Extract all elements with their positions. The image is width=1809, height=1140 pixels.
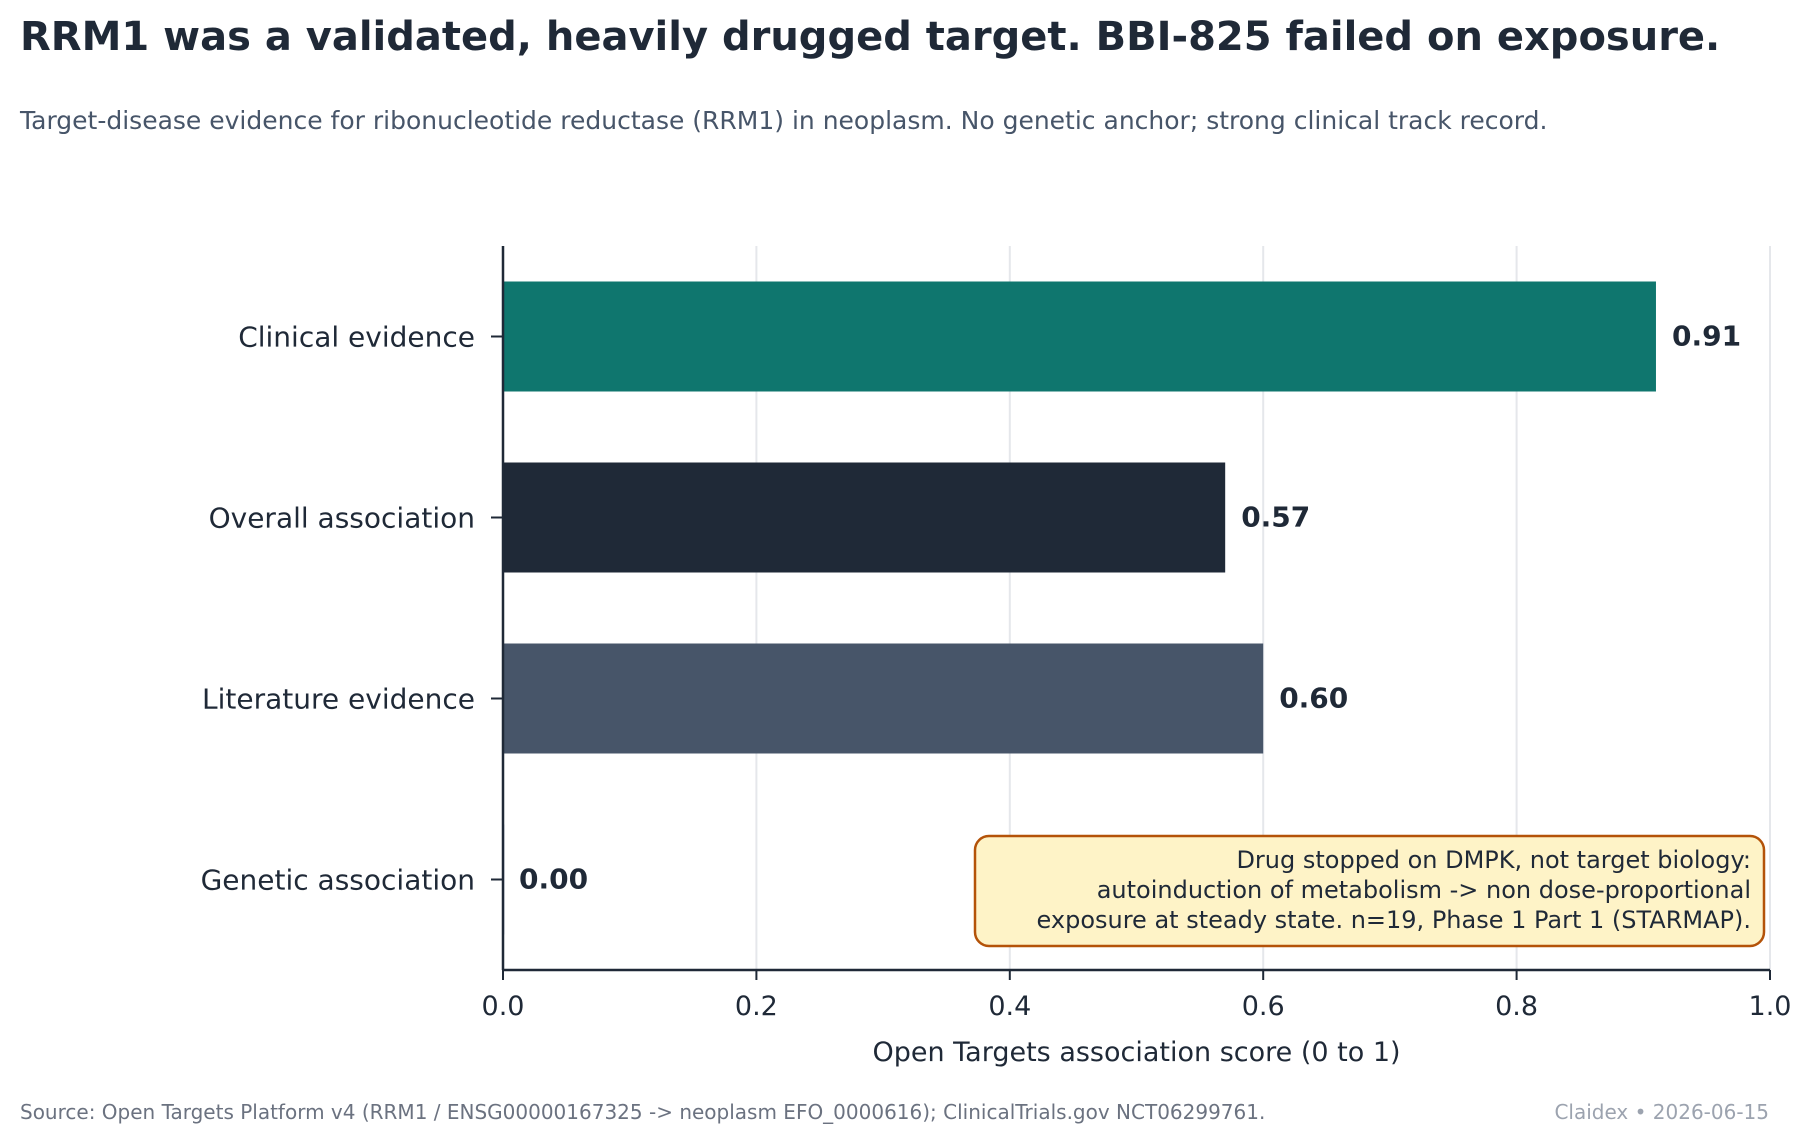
x-tick-label: 0.0 [482, 991, 525, 1022]
x-tick-label: 0.2 [735, 991, 778, 1022]
axes [491, 246, 1771, 980]
bar [503, 281, 1656, 392]
y-tick-label: Clinical evidence [238, 321, 475, 354]
data-label: 0.91 [1672, 320, 1741, 353]
source-note: Source: Open Targets Platform v4 (RRM1 /… [20, 1100, 1266, 1124]
annotation-text: exposure at steady state. n=19, Phase 1 … [1037, 906, 1751, 934]
annotation-text: Drug stopped on DMPK, not target biology… [1236, 846, 1751, 874]
data-label: 0.00 [519, 863, 588, 896]
x-axis-label: Open Targets association score (0 to 1) [872, 1037, 1400, 1068]
annotation-frame [973, 834, 1766, 948]
bar [503, 643, 1264, 754]
data-label: 0.60 [1279, 682, 1348, 715]
x-tick-label: 0.6 [1242, 991, 1285, 1022]
y-tick-label: Literature evidence [202, 683, 475, 716]
x-tick-label: 0.8 [1495, 991, 1538, 1022]
chart-title: RRM1 was a validated, heavily drugged ta… [20, 14, 1721, 60]
x-tick-label: 0.4 [988, 991, 1031, 1022]
bar [503, 462, 1226, 573]
brand-date: Claidex • 2026-06-15 [1554, 1100, 1769, 1124]
bars [503, 281, 1656, 935]
annotation-box: Drug stopped on DMPK, not target biology… [973, 834, 1766, 948]
data-label: 0.57 [1241, 501, 1310, 534]
y-tick-label: Genetic association [201, 864, 475, 897]
annotation-text: autoinduction of metabolism -> non dose-… [1097, 876, 1751, 904]
x-tick-label: 1.0 [1749, 991, 1792, 1022]
chart-subtitle: Target-disease evidence for ribonucleoti… [20, 106, 1548, 135]
y-tick-label: Overall association [209, 502, 475, 535]
labels: 0.0 0.2 0.4 0.6 0.8 1.0 Clinical evidence 0.91 O… [201, 320, 1792, 1023]
